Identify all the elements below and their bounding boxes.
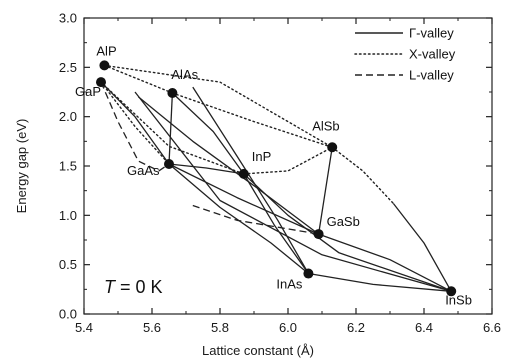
point-label-alp: AlP <box>96 43 116 58</box>
dashed-curve <box>100 81 170 172</box>
axis-ticks: 5.4 5.6 5.8 6.0 6.2 6.4 6.6 0.0 0.5 1.0 1.5 2.0 2.5 3… <box>59 11 501 336</box>
solid-curve <box>134 91 452 292</box>
point-label-insb: InSb <box>445 292 472 307</box>
x-tick-label: 6.0 <box>279 320 297 335</box>
point-label-alsb: AlSb <box>312 118 339 133</box>
dotted-curve <box>100 81 170 165</box>
solid-curve <box>392 203 452 292</box>
solid-curve <box>308 272 452 292</box>
data-point-insb <box>446 286 457 297</box>
solid-curve <box>243 173 452 292</box>
x-tick-label: 6.6 <box>483 320 501 335</box>
temperature-value: = 0 K <box>115 277 163 297</box>
point-label-gaas: GaAs <box>127 163 160 178</box>
x-tick-label: 5.4 <box>75 320 93 335</box>
dashed-curve <box>192 204 319 235</box>
y-tick-label: 1.5 <box>59 159 77 174</box>
data-point-inas <box>303 268 314 279</box>
temperature-annotation: T = 0 K <box>104 277 163 297</box>
solid-curve <box>318 233 452 292</box>
x-tick-label: 5.8 <box>211 320 229 335</box>
dotted-curve <box>103 64 174 94</box>
y-tick-label: 0.0 <box>59 307 77 322</box>
point-label-inp: InP <box>252 149 272 164</box>
legend-label-solid: Γ-valley <box>409 26 454 41</box>
dotted-curve <box>100 81 245 175</box>
solid-curve <box>243 173 309 274</box>
temperature-symbol: T <box>104 277 117 297</box>
data-point-alsb <box>327 142 338 153</box>
point-label-gasb: GaSb <box>327 214 360 229</box>
point-label-inas: InAs <box>276 277 303 292</box>
solid-curve <box>168 163 309 275</box>
data-point-gaas <box>164 159 174 170</box>
point-label-alas: AlAs <box>171 67 198 82</box>
x-axis-label: Lattice constant (Å) <box>202 343 314 358</box>
curve-layer <box>100 64 452 292</box>
y-tick-label: 0.5 <box>59 257 77 272</box>
legend-label-dashed: L-valley <box>409 68 454 83</box>
dotted-curve <box>243 146 333 175</box>
y-tick-label: 1.0 <box>59 208 77 223</box>
data-point-inp <box>238 168 249 179</box>
data-point-alas <box>167 87 178 98</box>
point-label-gap: GaP <box>75 84 101 99</box>
solid-curve <box>100 81 170 165</box>
dotted-curve <box>103 64 333 149</box>
legend: Γ-valley X-valley L-valley <box>354 26 456 83</box>
solid-curve <box>168 163 244 175</box>
solid-curve <box>171 92 245 175</box>
solid-curve <box>317 147 333 235</box>
data-point-gap <box>96 77 106 88</box>
y-axis-label: Energy gap (eV) <box>14 119 29 214</box>
data-point-gasb <box>313 229 324 240</box>
solid-curve <box>137 96 319 235</box>
x-tick-label: 5.6 <box>143 320 161 335</box>
y-tick-label: 2.5 <box>59 60 77 75</box>
data-point-alp <box>99 60 110 71</box>
solid-curve <box>168 92 174 165</box>
y-tick-label: 2.0 <box>59 109 77 124</box>
x-tick-label: 6.4 <box>415 320 433 335</box>
dotted-curve <box>171 92 333 149</box>
solid-curve <box>168 163 319 235</box>
y-tick-label: 3.0 <box>59 11 77 26</box>
legend-label-dotted: X-valley <box>409 47 456 62</box>
dotted-curve <box>331 146 395 205</box>
compound-points: AlP GaP AlAs GaAs InP AlSb GaSb InAs InSb <box>75 43 472 307</box>
x-tick-label: 6.2 <box>347 320 365 335</box>
